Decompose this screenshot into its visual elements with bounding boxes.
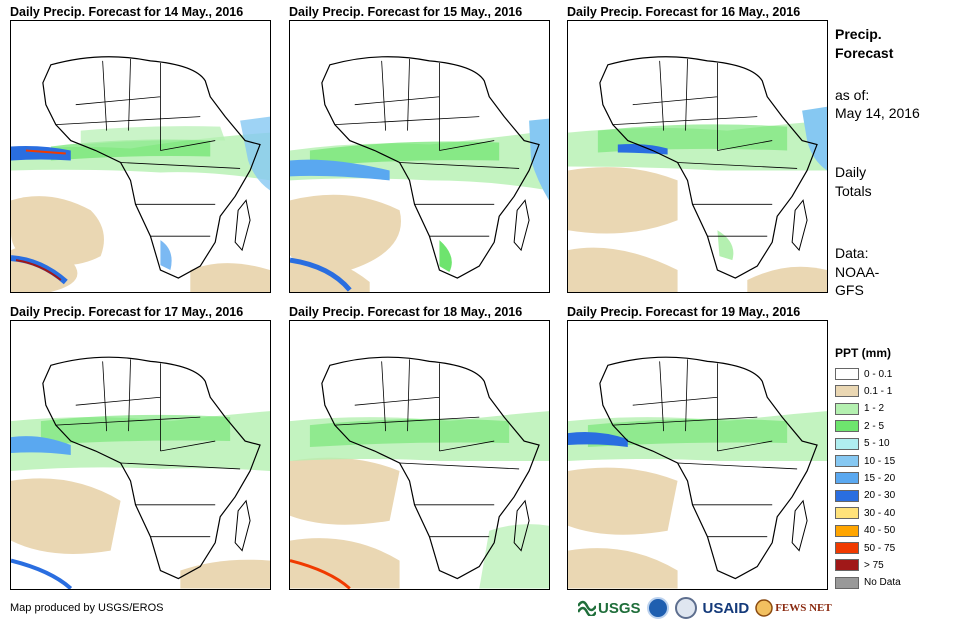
legend-item: 2 - 5 <box>835 418 884 434</box>
legend-label: 20 - 30 <box>864 490 896 502</box>
legend-swatch <box>835 420 859 433</box>
sidebar-totals-line2: Totals <box>835 183 872 199</box>
sidebar-data-line2: NOAA- <box>835 264 880 280</box>
legend-item: 40 - 50 <box>835 523 895 539</box>
legend-label: No Data <box>864 577 901 589</box>
usgs-logo: USGS <box>578 600 641 617</box>
legend-swatch <box>835 542 859 554</box>
legend-label: 0 - 0.1 <box>864 368 893 380</box>
legend-swatch <box>835 402 859 415</box>
legend-item: 0.1 - 1 <box>835 383 892 399</box>
sidebar-heading-line1: Precip. <box>835 26 882 42</box>
forecast-map-3 <box>567 20 828 293</box>
dhs-seal-icon <box>674 597 697 619</box>
logo-strip: USGS USAID FEWS NET <box>578 596 832 620</box>
legend-item: 15 - 20 <box>835 470 895 486</box>
noaa-logo <box>646 597 669 619</box>
panel-title-3: Daily Precip. Forecast for 16 May., 2016 <box>567 5 801 19</box>
legend-label: 5 - 10 <box>864 438 890 450</box>
legend-label: 10 - 15 <box>864 455 896 467</box>
legend-item: No Data <box>835 575 901 591</box>
legend-swatch <box>835 472 859 485</box>
legend-swatch <box>835 524 859 537</box>
legend-item: 10 - 15 <box>835 453 895 469</box>
legend-swatch <box>835 455 859 467</box>
legend-item: 1 - 2 <box>835 401 884 417</box>
legend-label: 50 - 75 <box>864 542 896 554</box>
panel-title-2: Daily Precip. Forecast for 15 May., 2016 <box>289 5 523 19</box>
map-credit: Map produced by USGS/EROS <box>10 602 164 614</box>
panel-title-1: Daily Precip. Forecast for 14 May., 2016 <box>10 5 244 19</box>
panel-title-4: Daily Precip. Forecast for 17 May., 2016 <box>10 305 244 319</box>
legend-swatch <box>835 368 859 380</box>
forecast-map-6 <box>567 320 828 590</box>
legend-label: 15 - 20 <box>864 472 896 484</box>
fewsnet-logo: FEWS NET <box>755 599 832 617</box>
panel-title-6: Daily Precip. Forecast for 19 May., 2016 <box>567 305 801 319</box>
sidebar-asof-line1: as of: <box>835 87 870 103</box>
legend-swatch <box>835 437 859 450</box>
legend-item: 30 - 40 <box>835 505 895 521</box>
forecast-map-4 <box>10 320 271 590</box>
usaid-logo: USAID <box>702 599 750 617</box>
legend-label: 1 - 2 <box>864 403 885 415</box>
legend-swatch <box>835 559 859 572</box>
legend-item: 50 - 75 <box>835 540 895 556</box>
legend-label: 0.1 - 1 <box>864 385 893 397</box>
legend-swatch <box>835 385 859 398</box>
forecast-map-2 <box>289 20 550 293</box>
sidebar-data-line3: GFS <box>835 282 864 298</box>
sidebar-heading-line2: Forecast <box>835 45 894 61</box>
forecast-map-1 <box>10 20 271 293</box>
legend-swatch <box>835 489 859 502</box>
sidebar-data-line1: Data: <box>835 245 869 261</box>
panel-title-5: Daily Precip. Forecast for 18 May., 2016 <box>289 305 523 319</box>
legend-label: > 75 <box>864 559 884 571</box>
legend-title: PPT (mm) <box>835 346 892 360</box>
legend-swatch <box>835 576 859 589</box>
sidebar-totals-line1: Daily <box>835 164 867 180</box>
sidebar-asof-date: May 14, 2016 <box>835 105 920 121</box>
legend-swatch <box>835 507 859 520</box>
legend-label: 30 - 40 <box>864 507 896 519</box>
legend-label: 40 - 50 <box>864 525 896 537</box>
legend-item: > 75 <box>835 557 884 573</box>
legend-label: 2 - 5 <box>864 420 885 432</box>
forecast-map-5 <box>289 320 550 590</box>
legend-item: 20 - 30 <box>835 488 895 504</box>
legend-item: 0 - 0.1 <box>835 366 892 382</box>
legend-item: 5 - 10 <box>835 436 890 452</box>
